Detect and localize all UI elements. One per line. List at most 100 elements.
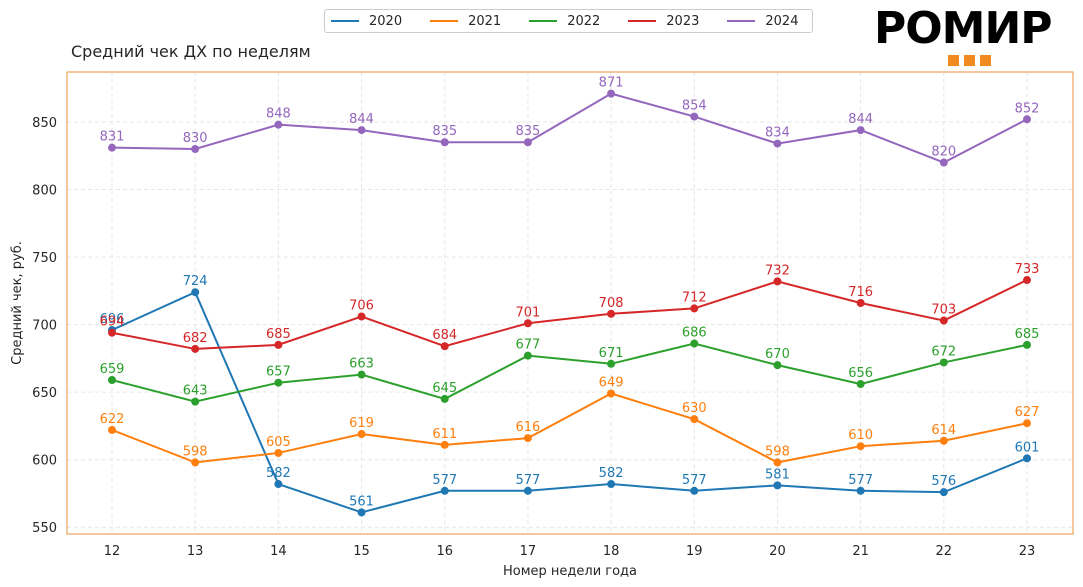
data-label-2020: 724	[183, 274, 208, 289]
legend-swatch-2024	[727, 20, 756, 22]
x-tick-label: 23	[1019, 544, 1036, 559]
data-label-2023: 706	[349, 299, 374, 314]
data-label-2021: 627	[1015, 405, 1040, 420]
legend-item-2022: 2022	[529, 14, 600, 29]
y-tick-label: 600	[32, 454, 57, 469]
data-point-2021	[523, 434, 532, 443]
data-point-2024	[523, 138, 532, 147]
legend-swatch-2023	[628, 20, 657, 22]
series-line-2021	[111, 392, 1028, 464]
data-label-2021: 630	[682, 401, 707, 416]
x-tick-label: 12	[104, 544, 121, 559]
data-label-2023: 708	[599, 296, 624, 311]
data-point-2020	[357, 508, 366, 517]
data-point-2023	[191, 344, 200, 353]
data-point-2020	[274, 480, 283, 489]
data-label-2021: 649	[599, 376, 624, 391]
legend-item-2021: 2021	[430, 14, 501, 29]
logo-text: РОМИР	[874, 3, 1053, 54]
y-tick-label: 850	[32, 116, 57, 131]
data-point-2024	[1023, 115, 1031, 124]
legend-swatch-2021	[430, 20, 459, 22]
data-point-2021	[856, 442, 865, 451]
data-point-2022	[108, 376, 116, 384]
data-point-2023	[274, 340, 283, 349]
romir-logo: РОМИР	[874, 3, 1064, 66]
data-label-2021: 611	[432, 427, 457, 442]
data-point-2020	[607, 480, 616, 489]
data-point-2024	[357, 126, 366, 135]
data-label-2024: 854	[682, 99, 707, 114]
data-label-2022: 685	[1015, 327, 1040, 342]
data-label-2024: 820	[931, 145, 956, 160]
chart-legend: 2020 2021 2022 2023 2024	[324, 9, 813, 33]
y-tick-label: 750	[32, 251, 57, 266]
data-label-2020: 581	[765, 467, 790, 482]
data-label-2022: 677	[515, 338, 540, 353]
legend-item-2024: 2024	[727, 14, 798, 29]
legend-label-2023: 2023	[666, 13, 700, 29]
data-label-2024: 844	[349, 112, 374, 127]
data-label-2022: 659	[100, 362, 125, 377]
series-line-2023	[111, 279, 1028, 350]
data-point-2020	[440, 486, 449, 495]
data-point-2021	[1023, 419, 1031, 428]
data-point-2022	[440, 394, 449, 403]
data-point-2020	[856, 486, 865, 495]
y-tick-label: 550	[32, 521, 57, 536]
data-label-2020: 582	[599, 466, 624, 481]
y-axis-label: Средний чек, руб.	[10, 241, 25, 365]
data-point-2024	[191, 145, 200, 153]
data-point-2024	[108, 143, 116, 152]
data-label-2022: 645	[432, 381, 457, 396]
data-point-2022	[607, 359, 616, 368]
data-label-2020: 577	[682, 473, 707, 488]
data-label-2021: 598	[765, 444, 790, 459]
data-label-2024: 835	[515, 124, 540, 139]
legend-label-2021: 2021	[468, 13, 502, 29]
data-point-2021	[108, 425, 116, 434]
x-tick-label: 22	[936, 544, 953, 559]
x-tick-label: 19	[686, 544, 703, 559]
data-label-2020: 577	[848, 473, 873, 488]
data-label-2024: 844	[848, 112, 873, 127]
data-label-2020: 696	[100, 312, 125, 327]
data-point-2020	[690, 486, 699, 495]
data-label-2024: 831	[100, 130, 125, 145]
data-label-2020: 561	[349, 494, 374, 509]
data-point-2020	[191, 288, 200, 297]
data-label-2022: 643	[183, 384, 208, 399]
x-tick-label: 16	[436, 544, 453, 559]
data-point-2024	[274, 120, 283, 129]
data-point-2022	[856, 380, 865, 389]
data-point-2021	[357, 430, 366, 439]
data-point-2020	[1023, 454, 1031, 463]
data-label-2024: 871	[599, 76, 624, 91]
logo-square-3	[980, 55, 991, 66]
legend-label-2024: 2024	[765, 13, 799, 29]
data-point-2022	[523, 351, 532, 360]
data-label-2022: 670	[765, 347, 790, 362]
data-point-2023	[856, 299, 865, 307]
data-label-2024: 834	[765, 126, 790, 141]
plot-frame	[66, 71, 1074, 535]
x-tick-label: 17	[520, 544, 537, 559]
y-tick-label: 650	[32, 386, 57, 401]
data-point-2021	[440, 440, 449, 449]
data-label-2023: 685	[266, 327, 291, 342]
x-tick-label: 20	[769, 544, 786, 559]
data-point-2022	[1023, 340, 1031, 349]
legend-swatch-2022	[529, 20, 558, 22]
data-point-2022	[939, 358, 948, 367]
data-point-2022	[191, 397, 200, 406]
data-point-2023	[1023, 276, 1031, 285]
data-point-2022	[690, 339, 699, 348]
data-label-2024: 852	[1015, 101, 1040, 116]
x-tick-label: 21	[852, 544, 869, 559]
data-point-2023	[607, 309, 616, 318]
legend-label-2022: 2022	[567, 13, 601, 29]
data-label-2023: 732	[765, 263, 790, 278]
data-point-2020	[939, 488, 948, 497]
data-point-2020	[523, 486, 532, 495]
